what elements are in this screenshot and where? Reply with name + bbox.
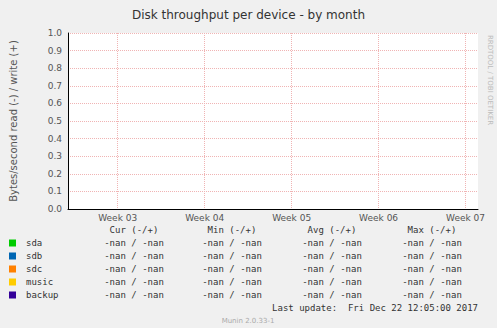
svg-text:-nan / -nan: -nan / -nan xyxy=(402,264,462,274)
svg-text:Cur (-/+): Cur (-/+) xyxy=(110,225,159,235)
svg-text:-nan / -nan: -nan / -nan xyxy=(202,251,262,261)
svg-text:0.0: 0.0 xyxy=(48,204,63,214)
svg-text:-nan / -nan: -nan / -nan xyxy=(104,290,164,300)
svg-text:-nan / -nan: -nan / -nan xyxy=(302,264,362,274)
svg-text:RRDTOOL / TOBI OETIKER: RRDTOOL / TOBI OETIKER xyxy=(486,35,494,125)
svg-text:-nan / -nan: -nan / -nan xyxy=(402,277,462,287)
svg-text:Avg (-/+): Avg (-/+) xyxy=(308,225,357,235)
svg-text:Week 03: Week 03 xyxy=(98,213,137,223)
svg-text:Bytes/second read (-) / write: Bytes/second read (-) / write (+) xyxy=(8,40,19,202)
svg-text:-nan / -nan: -nan / -nan xyxy=(104,238,164,248)
svg-text:1.0: 1.0 xyxy=(48,28,63,38)
svg-text:Min (-/+): Min (-/+) xyxy=(208,225,257,235)
svg-text:Week 07: Week 07 xyxy=(446,213,485,223)
svg-text:0.4: 0.4 xyxy=(48,134,63,144)
svg-text:0.6: 0.6 xyxy=(48,98,63,108)
svg-text:Week 06: Week 06 xyxy=(359,213,398,223)
svg-text:music: music xyxy=(26,277,53,287)
svg-text:Week 04: Week 04 xyxy=(185,213,224,223)
svg-text:0.5: 0.5 xyxy=(48,116,62,126)
svg-text:Munin 2.0.33-1: Munin 2.0.33-1 xyxy=(222,317,275,325)
svg-text:-nan / -nan: -nan / -nan xyxy=(104,264,164,274)
svg-text:Last update: Fri Dec 22 12:05: Last update: Fri Dec 22 12:05:00 2017 xyxy=(272,303,478,313)
svg-text:-nan / -nan: -nan / -nan xyxy=(402,238,462,248)
svg-text:-nan / -nan: -nan / -nan xyxy=(302,238,362,248)
svg-text:-nan / -nan: -nan / -nan xyxy=(402,251,462,261)
svg-text:-nan / -nan: -nan / -nan xyxy=(402,290,462,300)
svg-text:0.2: 0.2 xyxy=(48,169,62,179)
svg-text:0.1: 0.1 xyxy=(48,186,62,196)
svg-text:-nan / -nan: -nan / -nan xyxy=(202,264,262,274)
svg-text:-nan / -nan: -nan / -nan xyxy=(202,290,262,300)
svg-text:-nan / -nan: -nan / -nan xyxy=(104,251,164,261)
svg-text:0.7: 0.7 xyxy=(48,81,62,91)
svg-text:0.3: 0.3 xyxy=(48,151,62,161)
svg-text:0.9: 0.9 xyxy=(48,46,63,56)
svg-text:backup: backup xyxy=(26,290,59,300)
svg-text:sdb: sdb xyxy=(26,251,42,261)
svg-text:-nan / -nan: -nan / -nan xyxy=(104,277,164,287)
svg-text:Max (-/+): Max (-/+) xyxy=(408,225,457,235)
svg-text:-nan / -nan: -nan / -nan xyxy=(202,238,262,248)
svg-text:Disk throughput per device - b: Disk throughput per device - by month xyxy=(132,8,365,22)
svg-text:-nan / -nan: -nan / -nan xyxy=(302,277,362,287)
svg-text:-nan / -nan: -nan / -nan xyxy=(302,251,362,261)
svg-text:sda: sda xyxy=(26,238,42,248)
svg-text:Week 05: Week 05 xyxy=(272,213,311,223)
svg-text:-nan / -nan: -nan / -nan xyxy=(302,290,362,300)
svg-text:-nan / -nan: -nan / -nan xyxy=(202,277,262,287)
svg-text:0.8: 0.8 xyxy=(48,63,63,73)
svg-text:sdc: sdc xyxy=(26,264,42,274)
